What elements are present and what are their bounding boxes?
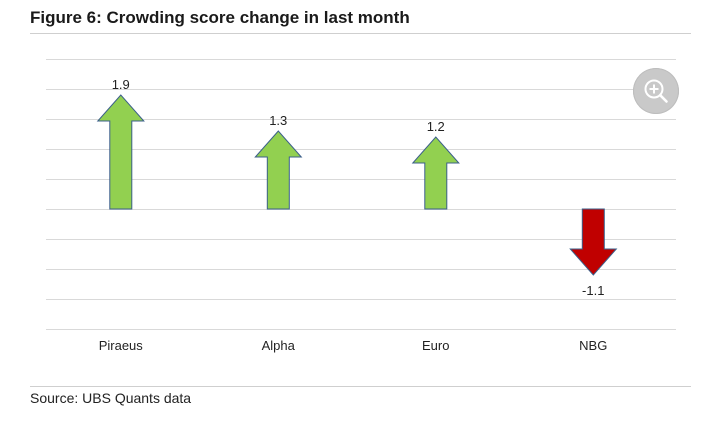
arrow-marks: [96, 94, 618, 276]
data-label-euro: 1.2: [427, 119, 445, 134]
title-divider: [30, 33, 691, 34]
arrow-euro: [411, 136, 460, 210]
data-label-alpha: 1.3: [269, 113, 287, 128]
category-label-alpha: Alpha: [262, 338, 296, 353]
category-labels: Piraeus Alpha Euro NBG: [99, 338, 608, 353]
data-label-piraeus: 1.9: [112, 77, 130, 92]
data-label-nbg: -1.1: [582, 283, 604, 298]
figure-title: Figure 6: Crowding score change in last …: [30, 8, 410, 27]
source-divider: [30, 386, 691, 387]
zoom-in-icon: [644, 79, 668, 103]
gridlines: [46, 59, 676, 330]
category-label-nbg: NBG: [579, 338, 607, 353]
source-note: Source: UBS Quants data: [30, 390, 192, 406]
category-label-euro: Euro: [422, 338, 449, 353]
data-labels: 1.9 1.3 1.2 -1.1: [112, 77, 605, 298]
zoom-button[interactable]: [633, 68, 679, 114]
arrow-alpha: [254, 130, 303, 210]
arrow-piraeus: [96, 94, 145, 210]
arrow-nbg: [569, 208, 618, 276]
category-label-piraeus: Piraeus: [99, 338, 144, 353]
